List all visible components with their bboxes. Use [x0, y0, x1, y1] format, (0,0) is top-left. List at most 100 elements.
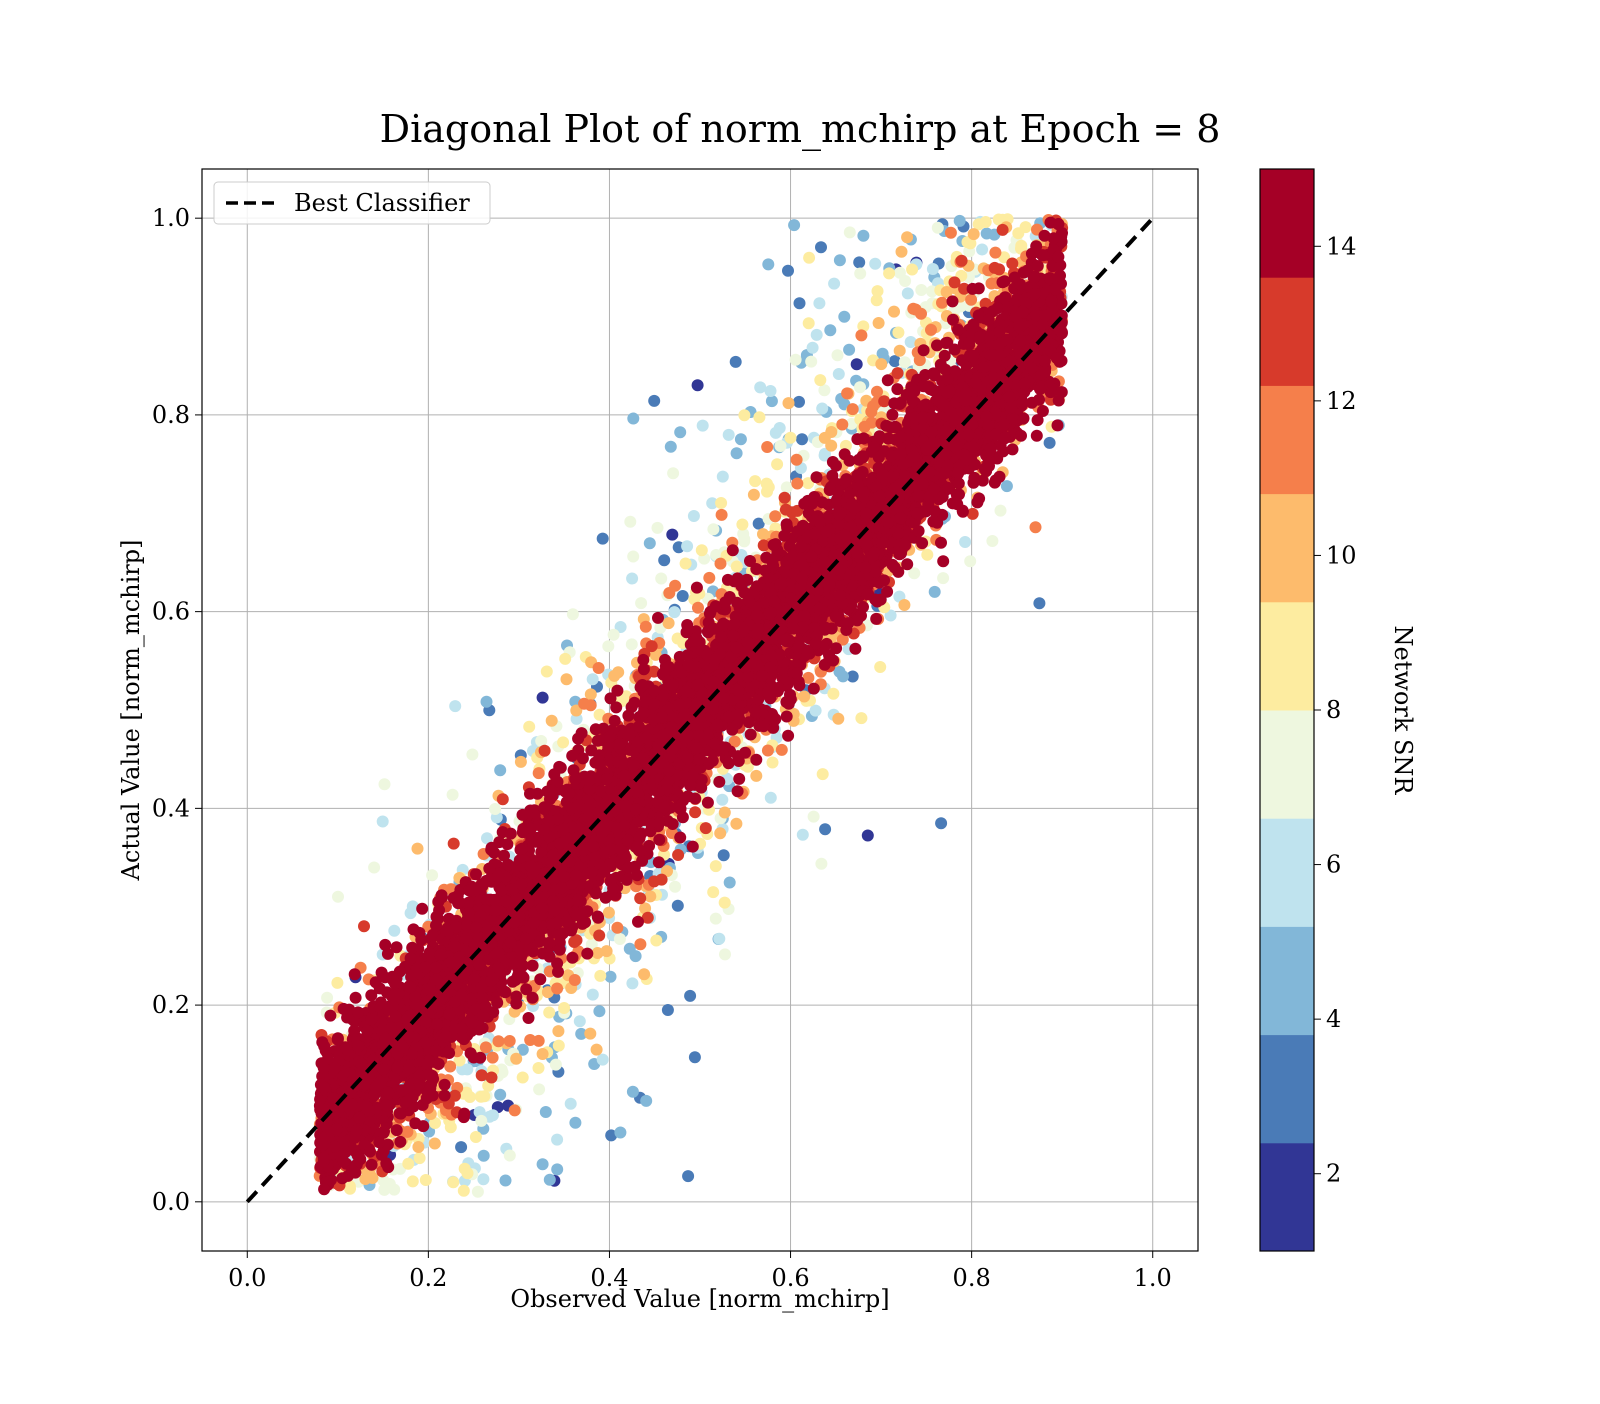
scatter-point [412, 843, 424, 855]
scatter-point [377, 816, 389, 828]
scatter-point [668, 606, 680, 618]
scatter-point [472, 1186, 484, 1198]
scatter-point [581, 948, 593, 960]
scatter-point [901, 231, 913, 243]
scatter-point [475, 1115, 487, 1127]
scatter-point [1012, 227, 1024, 239]
scatter-point [691, 582, 703, 594]
scatter-point [827, 688, 839, 700]
scatter-point [782, 730, 794, 742]
scatter-point [707, 886, 719, 898]
scatter-point [883, 267, 895, 279]
scatter-point [537, 1048, 549, 1060]
scatter-point [552, 1025, 564, 1037]
scatter-point [614, 1127, 626, 1139]
scatter-point [871, 386, 883, 398]
scatter-point [500, 1175, 512, 1187]
scatter-point [458, 1185, 470, 1197]
scatter-point [775, 440, 787, 452]
scatter-point [761, 441, 773, 453]
scatter-point [594, 970, 606, 982]
scatter-point [388, 925, 400, 937]
scatter-point [537, 1158, 549, 1170]
scatter-point [534, 973, 546, 985]
scatter-point [825, 440, 837, 452]
scatter-point [682, 1170, 694, 1182]
scatter-point [551, 983, 563, 995]
scatter-point [921, 549, 933, 561]
scatter-point [862, 830, 874, 842]
scatter-point [650, 935, 662, 947]
scatter-point [544, 1174, 556, 1186]
scatter-point [995, 505, 1007, 517]
scatter-point [781, 481, 793, 493]
scatter-point [796, 433, 808, 445]
scatter-point [455, 1141, 467, 1153]
scatter-point [927, 263, 939, 275]
scatter-point [515, 756, 527, 768]
scatter-point [973, 282, 985, 294]
scatter-point [566, 750, 578, 762]
scatter-point [730, 356, 742, 368]
scatter-point [420, 1174, 432, 1186]
scatter-point [713, 933, 725, 945]
scatter-point [405, 907, 417, 919]
scatter-point [494, 1089, 506, 1101]
scatter-point [568, 936, 580, 948]
scatter-point [833, 368, 845, 380]
scatter-point [716, 509, 728, 521]
scatter-point [703, 572, 715, 584]
scatter-point [816, 403, 828, 415]
scatter-point [854, 381, 866, 393]
scatter-point [892, 367, 904, 379]
scatter-point [565, 1098, 577, 1110]
scatter-point [635, 597, 647, 609]
scatter-point [793, 396, 805, 408]
scatter-point [551, 1134, 563, 1146]
scatter-point [736, 519, 748, 531]
scatter-point [811, 471, 823, 483]
scatter-point [870, 613, 882, 625]
scatter-point [667, 467, 679, 479]
scatter-point [1001, 480, 1013, 492]
scatter-point [331, 977, 343, 989]
scatter-point [727, 544, 739, 556]
scatter-point [731, 561, 743, 573]
scatter-point [832, 349, 844, 361]
scatter-point [626, 977, 638, 989]
scatter-point [541, 666, 553, 678]
scatter-point [414, 1152, 426, 1164]
scatter-point [791, 478, 803, 490]
scatter-point [567, 608, 579, 620]
scatter-point [578, 698, 590, 710]
scatter-point [665, 441, 677, 453]
scatter-point [634, 938, 646, 950]
scatter-point [523, 721, 535, 733]
scatter-point [632, 916, 644, 928]
scatter-point [810, 705, 822, 717]
scatter-point [875, 358, 887, 370]
scatter-point [510, 1053, 522, 1065]
scatter-point [449, 700, 461, 712]
scatter-point [368, 862, 380, 874]
scatter-point [718, 849, 730, 861]
scatter-point [677, 590, 689, 602]
scatter-point [1030, 521, 1042, 533]
scatter-point [402, 1158, 414, 1170]
scatter-point [672, 900, 684, 912]
scatter-point [533, 767, 545, 779]
scatter-point [844, 226, 856, 238]
scatter-point [819, 823, 831, 835]
scatter-point [956, 255, 968, 267]
scatter-point [738, 535, 750, 547]
scatter-point [797, 829, 809, 841]
scatter-point [761, 478, 773, 490]
scatter-point [723, 429, 735, 441]
scatter-point [836, 419, 848, 431]
scatter-point [652, 612, 664, 624]
scatter-point [697, 420, 709, 432]
scatter-point [445, 1121, 457, 1133]
scatter-point [872, 285, 884, 297]
scatter-point [794, 297, 806, 309]
